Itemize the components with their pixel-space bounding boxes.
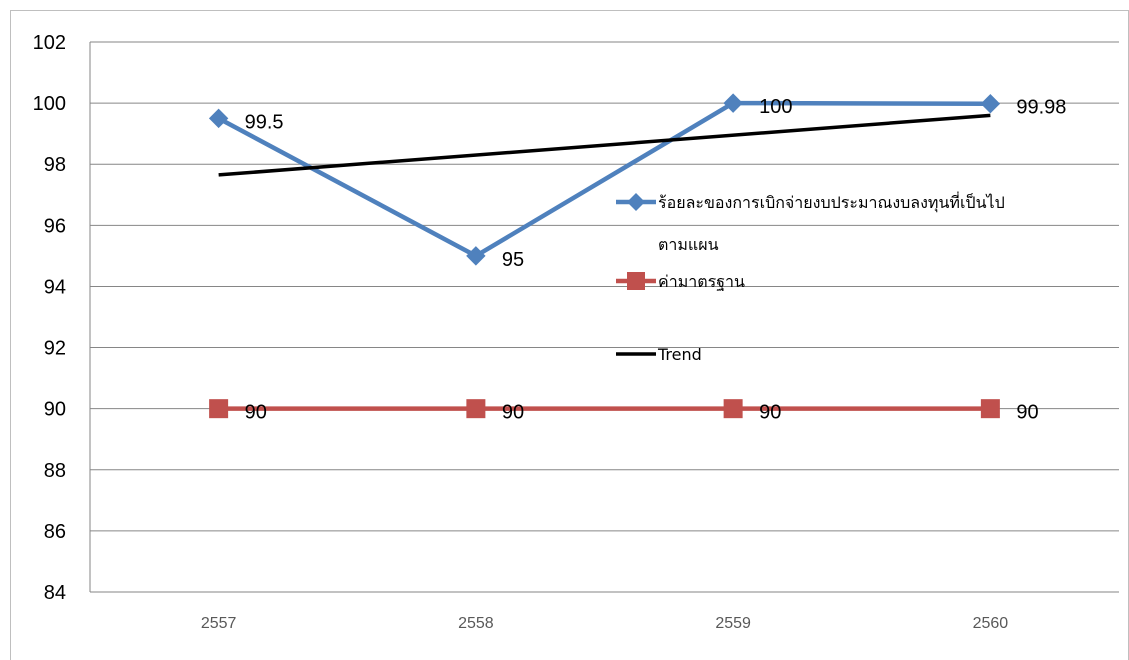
legend-label: ค่ามาตรฐาน: [658, 272, 745, 291]
y-tick-label: 100: [33, 93, 66, 115]
legend-item: ร้อยละของการเบิกจ่ายงบประมาณงบลงทุนที่เป…: [616, 191, 1005, 254]
legend-label: ร้อยละของการเบิกจ่ายงบประมาณงบลงทุนที่เป…: [658, 191, 1005, 213]
y-tick-label: 98: [44, 154, 66, 176]
x-tick-label: 2557: [201, 615, 237, 632]
series-layer: [208, 93, 1001, 419]
data-label: 99.98: [1016, 97, 1066, 119]
data-label: 90: [759, 402, 781, 424]
y-tick-label: 94: [44, 276, 66, 298]
data-labels: 90 90 90 90 99.5 95 100 99.98: [245, 96, 1067, 424]
y-tick-label: 88: [44, 460, 66, 482]
data-point-square: [980, 399, 1000, 419]
y-tick-label: 102: [33, 32, 66, 54]
y-tick-label: 90: [44, 399, 66, 421]
y-tick-label: 92: [44, 338, 66, 360]
data-point-diamond: [208, 108, 229, 129]
data-point-square: [209, 399, 229, 419]
data-point-square: [466, 399, 486, 419]
series-line-disbursement: [217, 100, 991, 259]
legend-label: ตามแผน: [658, 235, 719, 254]
legend-marker-square: [627, 272, 645, 290]
data-point-diamond: [466, 246, 486, 266]
y-tick-label: 96: [44, 215, 66, 237]
y-axis: 84 86 88 90 92 94 96 98 100 102: [33, 32, 91, 604]
data-point-diamond: [723, 93, 743, 113]
legend: ร้อยละของการเบิกจ่ายงบประมาณงบลงทุนที่เป…: [616, 191, 1005, 364]
data-label: 90: [502, 402, 524, 424]
x-tick-label: 2560: [973, 615, 1009, 632]
legend-label: Trend: [657, 345, 702, 364]
data-label: 95: [502, 249, 524, 271]
data-label: 90: [1016, 402, 1038, 424]
legend-item: Trend: [616, 345, 702, 364]
x-tick-label: 2559: [715, 615, 751, 632]
data-label: 100: [759, 96, 792, 118]
data-label: 90: [245, 402, 267, 424]
data-label: 99.5: [245, 111, 284, 133]
legend-item: ค่ามาตรฐาน: [616, 272, 745, 291]
series-line-trend: [218, 113, 991, 177]
y-tick-label: 86: [44, 521, 66, 543]
x-tick-label: 2558: [458, 615, 494, 632]
data-point-diamond: [980, 94, 1001, 114]
legend-marker-diamond: [627, 193, 645, 211]
y-tick-label: 84: [44, 582, 66, 604]
x-axis: 2557 2558 2559 2560: [201, 615, 1008, 632]
data-point-square: [723, 399, 743, 419]
